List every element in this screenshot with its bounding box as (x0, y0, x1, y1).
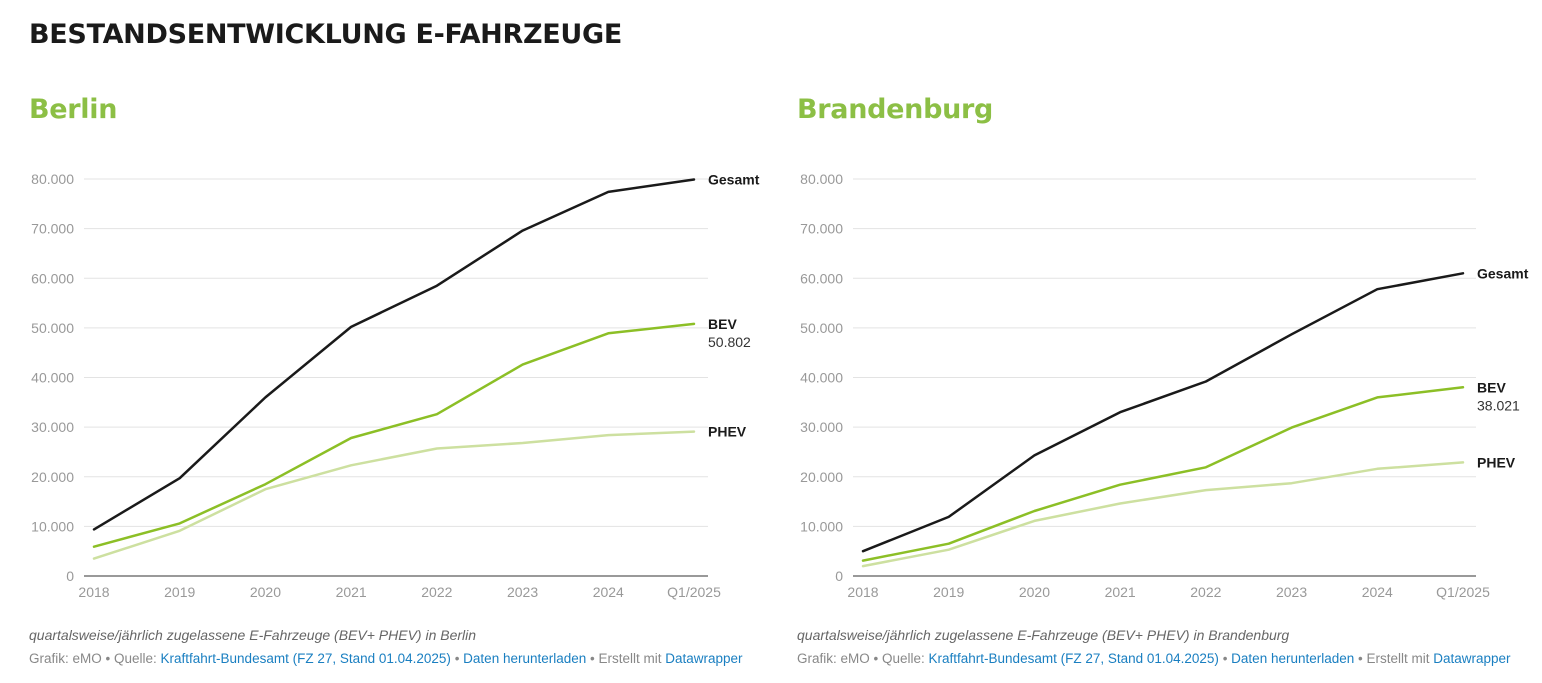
x-tick-label: 2024 (1362, 584, 1393, 600)
series-value-label-bev: 38.021 (1477, 397, 1520, 413)
x-tick-label: 2018 (78, 584, 109, 600)
y-tick-label: 50.000 (31, 320, 74, 336)
series-label-phev: PHEV (1477, 454, 1516, 470)
x-tick-label: Q1/2025 (667, 584, 721, 600)
y-tick-label: 0 (835, 568, 843, 584)
x-tick-label: 2020 (1019, 584, 1050, 600)
download-data-link[interactable]: Daten herunterladen (463, 651, 587, 666)
y-tick-label: 10.000 (31, 518, 74, 534)
y-tick-label: 80.000 (800, 171, 843, 187)
series-label-bev: BEV (1477, 379, 1506, 395)
y-tick-label: 70.000 (800, 221, 843, 237)
x-tick-label: 2020 (250, 584, 281, 600)
panel-title: Berlin (29, 94, 118, 125)
panel-title: Brandenburg (797, 94, 994, 125)
datawrapper-link[interactable]: Datawrapper (665, 651, 743, 666)
y-tick-label: 80.000 (31, 171, 74, 187)
chart-caption: quartalsweise/jährlich zugelassene E-Fah… (29, 627, 477, 643)
footer-prefix: Grafik: eMO • Quelle: (797, 651, 929, 666)
y-tick-label: 30.000 (31, 419, 74, 435)
x-tick-label: 2024 (593, 584, 624, 600)
y-tick-label: 40.000 (800, 370, 843, 386)
x-tick-label: 2021 (336, 584, 367, 600)
footer-separator: • (1218, 651, 1232, 666)
series-label-bev: BEV (708, 316, 737, 332)
y-tick-label: 60.000 (31, 270, 74, 286)
chart-footer: Grafik: eMO • Quelle: Kraftfahrt-Bundesa… (29, 651, 743, 666)
x-tick-label: 2018 (847, 584, 878, 600)
y-tick-label: 0 (66, 568, 74, 584)
y-tick-label: 70.000 (31, 221, 74, 237)
chart-panel-berlin: Berlin 0 10.000 20.000 30.000 40.000 50.000 60… (29, 94, 760, 666)
x-tick-label: 2019 (164, 584, 195, 600)
x-tick-label: 2022 (421, 584, 452, 600)
y-tick-label: 10.000 (800, 518, 843, 534)
series-line-phev (861, 461, 1465, 568)
x-tick-label: 2023 (507, 584, 538, 600)
line-chart-brandenburg: 0 10.000 20.000 30.000 40.000 50.000 60.000 70.… (800, 171, 1529, 600)
x-tick-label: 2021 (1105, 584, 1136, 600)
source-link[interactable]: Kraftfahrt-Bundesamt (FZ 27, Stand 01.04… (160, 651, 451, 666)
series-line-gesamt (861, 272, 1465, 553)
series-line-bev (861, 386, 1465, 562)
footer-separator: • Erstellt mit (1354, 651, 1434, 666)
series-line-phev (92, 430, 696, 560)
series-label-gesamt: Gesamt (1477, 265, 1529, 281)
x-tick-label: 2023 (1276, 584, 1307, 600)
series-line-gesamt (92, 178, 696, 531)
series-value-label-bev: 50.802 (708, 334, 751, 350)
source-link[interactable]: Kraftfahrt-Bundesamt (FZ 27, Stand 01.04… (928, 651, 1219, 666)
chart-panel-brandenburg: Brandenburg 0 10.000 20.000 30.000 40.000 50.… (769, 0, 1540, 683)
y-tick-label: 50.000 (800, 320, 843, 336)
y-tick-label: 30.000 (800, 419, 843, 435)
y-tick-label: 20.000 (31, 469, 74, 485)
y-tick-label: 20.000 (800, 469, 843, 485)
series-line-bev (92, 322, 696, 548)
y-tick-label: 40.000 (31, 370, 74, 386)
download-data-link[interactable]: Daten herunterladen (1231, 651, 1355, 666)
series-label-phev: PHEV (708, 424, 747, 440)
x-tick-label: Q1/2025 (1436, 584, 1490, 600)
y-tick-label: 60.000 (800, 270, 843, 286)
footer-separator: • (450, 651, 464, 666)
datawrapper-link[interactable]: Datawrapper (1433, 651, 1511, 666)
chart-footer: Grafik: eMO • Quelle: Kraftfahrt-Bundesa… (797, 651, 1511, 666)
x-tick-label: 2019 (933, 584, 964, 600)
x-tick-label: 2022 (1190, 584, 1221, 600)
footer-prefix: Grafik: eMO • Quelle: (29, 651, 161, 666)
footer-separator: • Erstellt mit (586, 651, 666, 666)
line-chart-berlin: 0 10.000 20.000 30.000 40.000 50.000 60.000 70.… (31, 171, 760, 600)
series-label-gesamt: Gesamt (708, 171, 760, 187)
page-title: BESTANDSENTWICKLUNG E-FAHRZEUGE (29, 19, 623, 50)
chart-caption: quartalsweise/jährlich zugelassene E-Fah… (797, 627, 1290, 643)
